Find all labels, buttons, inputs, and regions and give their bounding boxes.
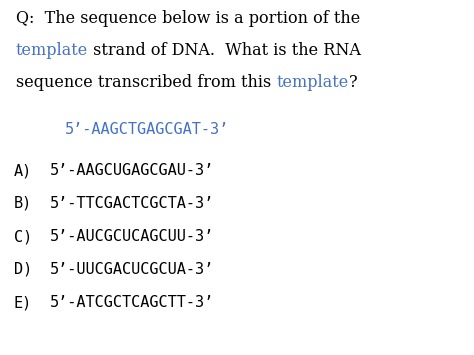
Text: template: template (276, 74, 348, 91)
Text: strand of DNA.  What is the RNA: strand of DNA. What is the RNA (88, 42, 361, 59)
Text: 5’-ATCGCTCAGCTT-3’: 5’-ATCGCTCAGCTT-3’ (50, 295, 214, 310)
Text: D): D) (14, 262, 32, 277)
Text: 5’-AUCGCUCAGCUU-3’: 5’-AUCGCUCAGCUU-3’ (50, 229, 214, 244)
Text: C): C) (14, 229, 32, 244)
Text: ?: ? (348, 74, 357, 91)
Text: template: template (16, 42, 88, 59)
Text: B): B) (14, 196, 32, 211)
Text: Q:  The sequence below is a portion of the: Q: The sequence below is a portion of th… (16, 10, 360, 27)
Text: E): E) (14, 295, 32, 310)
Text: 5’-AAGCTGAGCGAT-3’: 5’-AAGCTGAGCGAT-3’ (65, 122, 229, 137)
Text: sequence transcribed from this: sequence transcribed from this (16, 74, 276, 91)
Text: 5’-UUCGACUCGCUA-3’: 5’-UUCGACUCGCUA-3’ (50, 262, 214, 277)
Text: 5’-TTCGACTCGCTA-3’: 5’-TTCGACTCGCTA-3’ (50, 196, 214, 211)
Text: 5’-AAGCUGAGCGAU-3’: 5’-AAGCUGAGCGAU-3’ (50, 163, 214, 178)
Text: A): A) (14, 163, 32, 178)
